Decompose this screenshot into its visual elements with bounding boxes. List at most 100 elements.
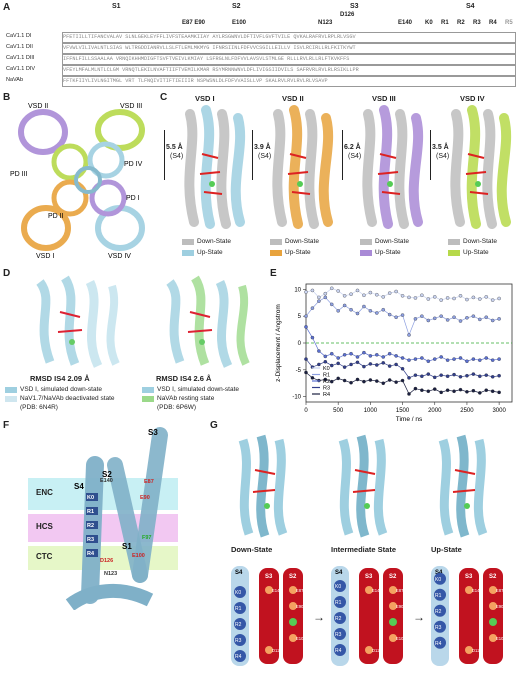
point-R1 bbox=[407, 333, 411, 337]
gating-r5: R5 bbox=[505, 20, 513, 26]
point-R3 bbox=[304, 357, 308, 361]
panel-label-f: F bbox=[3, 420, 10, 431]
title-vsd-i: VSD I bbox=[195, 94, 215, 103]
point-R2 bbox=[381, 355, 386, 359]
svg-text:R2: R2 bbox=[235, 622, 242, 628]
svg-text:K0: K0 bbox=[435, 577, 441, 583]
zone-ctc-band bbox=[28, 546, 178, 570]
point-R1 bbox=[387, 312, 392, 317]
point-R4 bbox=[381, 381, 386, 385]
displacement-value: 3.5 Å bbox=[432, 144, 449, 151]
point-R1 bbox=[375, 311, 379, 315]
label-vsd-ii: VSD II bbox=[28, 103, 48, 110]
point-R1 bbox=[490, 318, 495, 323]
point-K0 bbox=[368, 290, 373, 295]
point-R4 bbox=[400, 378, 405, 383]
x-tick-label: 1000 bbox=[364, 408, 378, 414]
point-K0 bbox=[355, 288, 360, 293]
svg-text:E100: E100 bbox=[296, 636, 306, 641]
point-R3 bbox=[387, 364, 392, 368]
point-K0 bbox=[471, 295, 476, 300]
y-tick-label: 0 bbox=[298, 341, 302, 347]
residue-e100: E100 bbox=[232, 20, 247, 26]
label-vsd-iii: VSD III bbox=[120, 103, 142, 110]
point-R4 bbox=[304, 370, 308, 375]
point-R4 bbox=[349, 380, 353, 385]
point-R4 bbox=[413, 386, 418, 391]
residue-n123: N123 bbox=[318, 20, 333, 26]
point-R3 bbox=[478, 374, 482, 379]
svg-text:S4: S4 bbox=[335, 570, 343, 576]
point-R1 bbox=[445, 318, 450, 322]
point-R3 bbox=[394, 362, 398, 367]
displacement-arrow bbox=[164, 130, 165, 180]
x-tick-label: 1500 bbox=[396, 408, 410, 414]
point-R4 bbox=[387, 378, 392, 382]
point-K0 bbox=[439, 298, 443, 302]
point-R3 bbox=[400, 366, 405, 371]
point-R2 bbox=[458, 356, 463, 360]
residue-d126: D126 bbox=[340, 12, 355, 18]
point-R2 bbox=[490, 358, 495, 362]
gating-r1: R1 bbox=[441, 20, 449, 26]
z-displacement-chart: 0 500 1000 1500 2000 2500 3000 -10 -5 0 5 10 Time / … bbox=[275, 283, 513, 423]
rmsd-left: RMSD IS4 2.09 Å bbox=[30, 374, 90, 383]
displacement-value: 5.5 Å bbox=[166, 144, 183, 151]
point-R1 bbox=[458, 319, 463, 323]
legend-up: Up-State bbox=[360, 249, 401, 256]
point-R1 bbox=[381, 307, 386, 312]
point-R3 bbox=[355, 360, 360, 365]
segment-s4: S4 bbox=[466, 3, 475, 10]
helix-s2: S2 bbox=[102, 470, 112, 479]
displacement-arrow bbox=[430, 130, 431, 180]
point-R3 bbox=[349, 362, 353, 367]
point-R4 bbox=[394, 380, 398, 384]
point-K0 bbox=[490, 298, 495, 302]
displacement-s4: (S4) bbox=[348, 153, 362, 160]
point-R2 bbox=[471, 357, 476, 361]
arrow-icon: → bbox=[413, 610, 425, 624]
segment-s1: S1 bbox=[112, 3, 121, 10]
point-K0 bbox=[336, 289, 340, 293]
panel-label-b: B bbox=[3, 92, 11, 103]
point-R1 bbox=[317, 299, 321, 303]
svg-text:S3: S3 bbox=[265, 574, 273, 580]
point-R2 bbox=[400, 356, 405, 360]
row-label: CaV1.1 DII bbox=[6, 44, 33, 50]
point-R1 bbox=[336, 309, 340, 313]
point-K0 bbox=[458, 294, 463, 298]
point-R2 bbox=[413, 357, 418, 361]
point-K0 bbox=[394, 289, 398, 294]
point-R1 bbox=[465, 316, 469, 320]
svg-text:R3: R3 bbox=[335, 632, 342, 638]
panel-label-e: E bbox=[270, 268, 277, 279]
point-R1 bbox=[394, 315, 398, 320]
title-vsd-ii: VSD II bbox=[282, 94, 304, 103]
legend-d-right-3: (PDB: 6P6W) bbox=[157, 404, 197, 411]
point-K0 bbox=[304, 290, 308, 294]
point-R2 bbox=[426, 359, 431, 363]
svg-text:D126: D126 bbox=[372, 648, 383, 653]
residue-f97: F97 bbox=[142, 535, 151, 541]
point-R1 bbox=[330, 302, 334, 307]
point-R4 bbox=[355, 377, 360, 382]
point-R3 bbox=[432, 375, 437, 380]
point-R3 bbox=[497, 373, 501, 378]
zone-hcs: HCS bbox=[36, 522, 53, 531]
svg-text:E140: E140 bbox=[472, 588, 482, 593]
state-structure bbox=[325, 430, 405, 545]
sequence-row: PFETIILLTIFANCVALAV SLNLGEKLEYFFLIVFSTEA… bbox=[62, 32, 516, 43]
point-R2 bbox=[317, 349, 321, 353]
point-K0 bbox=[452, 296, 456, 301]
arrow-icon: → bbox=[313, 610, 325, 624]
point-K0 bbox=[407, 295, 411, 300]
state-structure bbox=[225, 430, 305, 545]
point-R4 bbox=[407, 392, 411, 396]
vsd-i-overlay-6p6w bbox=[166, 275, 250, 368]
point-R2 bbox=[465, 359, 469, 363]
point-K0 bbox=[432, 295, 437, 299]
point-K0 bbox=[465, 297, 469, 302]
point-R4 bbox=[452, 389, 456, 394]
state-title: Down-State bbox=[231, 545, 273, 554]
point-R2 bbox=[484, 356, 488, 360]
